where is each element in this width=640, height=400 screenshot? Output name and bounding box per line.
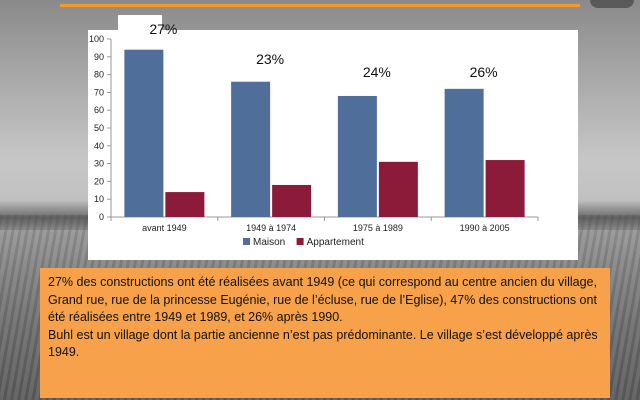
bar-maison — [124, 49, 164, 218]
group-percentage-label: 26% — [470, 64, 498, 80]
y-tick-label: 20 — [94, 176, 104, 186]
bar-appartement — [165, 192, 205, 217]
y-tick-label: 30 — [94, 159, 104, 169]
bar-maison — [231, 81, 271, 217]
bar-maison — [444, 88, 484, 217]
x-tick-label: 1990 à 2005 — [460, 223, 510, 233]
legend-entry: Maison — [253, 237, 285, 248]
note-paragraph-2: Buhl est un village dont la partie ancie… — [48, 327, 598, 360]
y-tick-label: 80 — [94, 70, 104, 80]
y-tick-label: 0 — [99, 212, 104, 222]
first-annotation-box — [118, 15, 162, 41]
y-tick-label: 70 — [94, 87, 104, 97]
y-tick-label: 40 — [94, 141, 104, 151]
legend-entry: Appartement — [307, 237, 364, 248]
x-tick-label: 1949 à 1974 — [246, 223, 296, 233]
group-percentage-label: 24% — [363, 64, 391, 80]
x-tick-label: avant 1949 — [142, 223, 187, 233]
bar-maison — [337, 95, 377, 217]
legend-swatch — [243, 238, 250, 245]
header-accent-line — [60, 4, 580, 7]
group-percentage-label: 23% — [256, 51, 284, 67]
bar-appartement — [272, 184, 312, 217]
legend-swatch — [296, 238, 304, 245]
y-tick-label: 90 — [94, 52, 104, 62]
explanation-note: 27% des constructions ont été réalisées … — [40, 268, 610, 398]
y-tick-label: 60 — [94, 105, 104, 115]
y-tick-label: 100 — [89, 34, 104, 44]
bar-appartement — [485, 160, 525, 217]
note-paragraph-1: 27% des constructions ont été réalisées … — [48, 275, 597, 324]
header-decoration — [590, 0, 634, 8]
chart-panel — [88, 30, 578, 260]
x-tick-label: 1975 à 1989 — [353, 223, 403, 233]
group-percentage-label: 27% — [149, 21, 177, 37]
y-tick-label: 50 — [94, 123, 104, 133]
bar-appartement — [378, 161, 418, 217]
y-tick-label: 10 — [94, 194, 104, 204]
